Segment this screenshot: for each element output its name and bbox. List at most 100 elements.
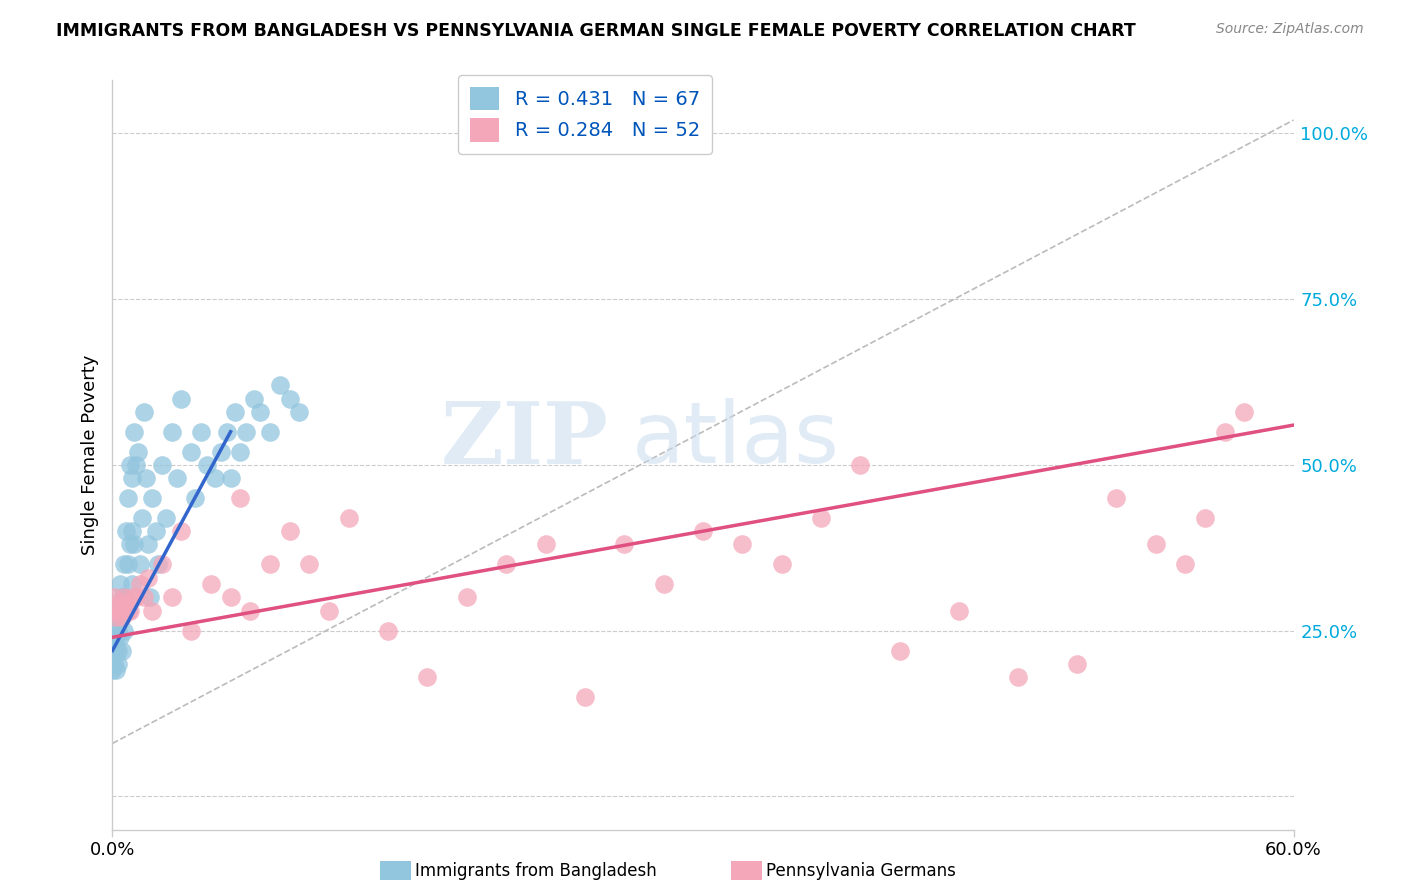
Point <box>160 425 183 439</box>
Point <box>849 458 872 472</box>
Point <box>110 604 132 618</box>
Point <box>121 471 143 485</box>
Text: atlas: atlas <box>633 399 841 482</box>
Point <box>121 524 143 538</box>
Point <box>127 444 149 458</box>
Point <box>1007 670 1029 684</box>
Point <box>1174 558 1197 572</box>
Point <box>692 524 714 538</box>
Point <box>111 610 134 624</box>
Point <box>224 405 246 419</box>
Point <box>135 471 157 485</box>
Point <box>121 591 143 605</box>
Point <box>243 392 266 406</box>
Point <box>105 664 128 678</box>
Point <box>131 511 153 525</box>
Point <box>129 558 152 572</box>
Point <box>103 637 125 651</box>
Point <box>495 558 517 572</box>
Point <box>1144 537 1167 551</box>
Point <box>200 577 222 591</box>
Point <box>132 405 155 419</box>
Point <box>219 591 242 605</box>
Y-axis label: Single Female Poverty: Single Female Poverty <box>80 355 98 555</box>
Point <box>298 558 321 572</box>
Point <box>103 657 125 671</box>
Point <box>456 591 478 605</box>
Point <box>136 537 159 551</box>
Point <box>146 558 169 572</box>
Point <box>337 511 360 525</box>
Point <box>170 524 193 538</box>
Point <box>101 604 124 618</box>
Point <box>129 577 152 591</box>
Point <box>145 524 167 538</box>
Point <box>117 491 139 505</box>
Text: Source: ZipAtlas.com: Source: ZipAtlas.com <box>1216 22 1364 37</box>
Point <box>613 537 636 551</box>
Point <box>125 458 148 472</box>
Point <box>1105 491 1128 505</box>
Point <box>184 491 207 505</box>
Point <box>229 444 252 458</box>
Point <box>141 604 163 618</box>
Point <box>136 571 159 585</box>
Point <box>105 610 128 624</box>
Point <box>112 591 135 605</box>
Point <box>810 511 832 525</box>
Point <box>141 491 163 505</box>
Text: Pennsylvania Germans: Pennsylvania Germans <box>766 862 956 880</box>
Point <box>117 604 139 618</box>
Point <box>110 577 132 591</box>
Point <box>115 591 138 605</box>
Point <box>1233 405 1256 419</box>
Point <box>180 444 202 458</box>
Text: Immigrants from Bangladesh: Immigrants from Bangladesh <box>415 862 657 880</box>
Point <box>288 405 311 419</box>
Point <box>103 624 125 638</box>
Point <box>259 558 281 572</box>
Point <box>105 643 128 657</box>
Point <box>195 458 218 472</box>
Point <box>115 524 138 538</box>
Point <box>120 458 142 472</box>
Point <box>1194 511 1216 525</box>
Point <box>112 624 135 638</box>
Legend: R = 0.431   N = 67, R = 0.284   N = 52: R = 0.431 N = 67, R = 0.284 N = 52 <box>458 75 711 153</box>
Point <box>318 604 340 618</box>
Point <box>166 471 188 485</box>
Point <box>239 604 262 618</box>
Point <box>120 537 142 551</box>
Point <box>160 591 183 605</box>
Point <box>574 690 596 704</box>
Point <box>215 425 238 439</box>
Point <box>122 425 145 439</box>
Point <box>107 597 129 611</box>
Point <box>249 405 271 419</box>
Point <box>278 524 301 538</box>
Point <box>416 670 439 684</box>
Point <box>652 577 675 591</box>
Point <box>377 624 399 638</box>
Point <box>155 511 177 525</box>
Point <box>107 604 129 618</box>
Point <box>139 591 162 605</box>
Point <box>111 643 134 657</box>
Point <box>105 610 128 624</box>
Point <box>1066 657 1088 671</box>
Point <box>180 624 202 638</box>
Point <box>1213 425 1236 439</box>
Point <box>150 458 173 472</box>
Point <box>269 378 291 392</box>
Point <box>112 591 135 605</box>
Point <box>235 425 257 439</box>
Point <box>204 471 226 485</box>
Point <box>534 537 557 551</box>
Point <box>107 624 129 638</box>
Point <box>111 591 134 605</box>
Point <box>229 491 252 505</box>
Point <box>115 597 138 611</box>
Point <box>125 591 148 605</box>
Point <box>111 610 134 624</box>
Text: ZIP: ZIP <box>440 398 609 482</box>
